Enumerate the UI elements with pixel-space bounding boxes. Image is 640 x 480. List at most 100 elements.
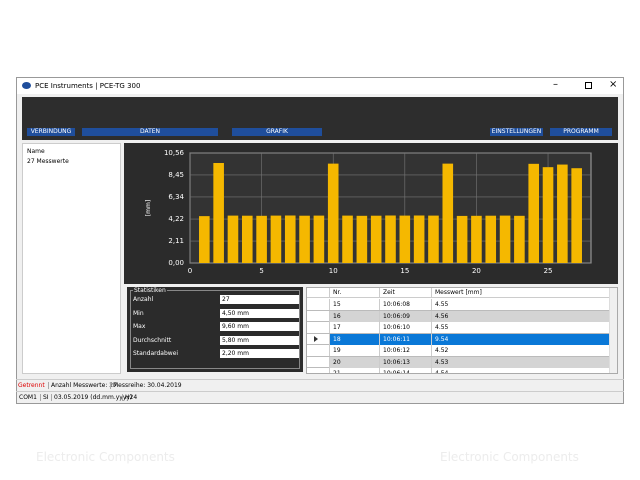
column-header[interactable]: Nr.	[329, 288, 379, 298]
sidebar: Name 27 Messwerte	[22, 143, 121, 374]
table-row[interactable]: 18 10:06:11 9.54	[307, 333, 609, 345]
bar	[442, 163, 454, 263]
bar	[313, 215, 325, 263]
table-cell: 9.54	[431, 333, 609, 345]
bar	[557, 164, 568, 263]
table-cell: 4.52	[431, 345, 609, 356]
column-header[interactable]: Zeit	[379, 288, 431, 298]
stat-value: 4,50 mm	[220, 308, 299, 318]
stat-value: 9,60 mm	[220, 322, 299, 331]
table-row[interactable]: 19 10:06:12 4.52	[307, 345, 609, 357]
stat-label: Anzahl	[133, 296, 154, 303]
data-table: Nr. Zeit Messwert [mm] 15 10:06:08 4.55 16 10:0…	[306, 287, 618, 374]
table-cell: 19	[329, 345, 379, 356]
connection-status: Getrennt	[18, 382, 45, 389]
maximize-button[interactable]	[585, 82, 592, 89]
table-cell: 4.56	[431, 310, 609, 322]
x-tick-label: 10	[329, 267, 338, 275]
table-header: Nr. Zeit Messwert [mm]	[307, 288, 609, 298]
bar	[399, 215, 411, 263]
bar	[385, 215, 396, 263]
series-status: Messreihe: 30.04.2019	[110, 382, 182, 389]
table-row[interactable]: 15 10:06:08 4.55	[307, 299, 609, 311]
bar	[213, 163, 224, 263]
table-row[interactable]: 17 10:06:10 4.55	[307, 322, 609, 334]
table-cell: 4.54	[431, 368, 609, 373]
sidebar-item[interactable]: 27 Messwerte	[27, 158, 69, 165]
bar	[370, 215, 382, 263]
table-cell: 4.55	[431, 322, 609, 333]
date-status: 03.05.2019 (dd.mm.yyyy)	[51, 394, 132, 401]
group-label: DATEN	[82, 128, 218, 136]
table-cell: 10:06:14	[379, 368, 431, 373]
table-cell: 10:06:13	[379, 356, 431, 368]
minimize-button[interactable]: –	[553, 79, 558, 90]
table-cell: 21	[329, 368, 379, 373]
table-cell: 15	[329, 299, 379, 310]
x-tick-label: 5	[259, 267, 263, 275]
y-tick-label: 2,11	[168, 237, 184, 245]
table-cell: 10:06:08	[379, 299, 431, 310]
row-indicator	[314, 335, 318, 342]
table-cell: 10:06:10	[379, 322, 431, 333]
port-status: COM1	[19, 394, 37, 401]
unit-status: SI	[40, 394, 49, 401]
stat-label: Min	[133, 309, 144, 317]
x-tick-label: 15	[400, 267, 409, 275]
bar	[456, 215, 468, 263]
table-cell: 4.55	[431, 299, 609, 310]
table-cell: 20	[329, 356, 379, 368]
window-title: PCE Instruments | PCE-TG 300	[35, 82, 141, 90]
y-axis-label: [mm]	[145, 200, 152, 216]
bar	[356, 215, 368, 263]
bar	[241, 215, 253, 263]
bar	[227, 215, 239, 263]
close-button[interactable]: ×	[609, 79, 618, 90]
stat-label: Durchschnitt	[133, 336, 172, 344]
bar	[485, 215, 497, 263]
x-tick-label: 0	[188, 267, 192, 275]
sidebar-header: Name	[27, 148, 45, 155]
bar	[499, 215, 511, 263]
statistics-title: Statistiken	[133, 287, 167, 294]
statistics-frame	[130, 290, 300, 369]
count-status: Anzahl Messwerte: 27	[48, 382, 117, 389]
bar	[284, 215, 296, 263]
bar	[199, 216, 210, 263]
y-tick-label: 4,22	[168, 215, 184, 223]
x-tick-label: 25	[544, 267, 553, 275]
statistics-panel: Statistiken Anzahl 27 Min 4,50 mm Max 9,60 mm…	[127, 287, 303, 372]
y-tick-label: 6,34	[168, 193, 184, 201]
column-header[interactable]: Messwert [mm]	[431, 288, 609, 298]
bar	[571, 168, 582, 263]
table-cell: 18	[329, 333, 379, 345]
stat-value: 2,20 mm	[220, 349, 299, 358]
table-row[interactable]: 16 10:06:09 4.56	[307, 310, 609, 322]
table-row[interactable]: 21 10:06:14 4.54	[307, 368, 609, 373]
y-tick-label: 10,56	[164, 149, 185, 157]
chart: [mm] 0,00 2,11 4,22 6,34 8,45 10,56 0 5 10 15 20 25	[124, 143, 618, 284]
group-label: GRAFIK	[232, 128, 322, 136]
watermark: Electronic Components	[36, 450, 175, 464]
bar	[342, 215, 353, 263]
bar	[428, 215, 439, 263]
scrollbar[interactable]	[609, 288, 617, 373]
stat-value: 27	[220, 295, 299, 304]
y-tick-label: 0,00	[168, 259, 184, 267]
group-label: EINSTELLUNGEN	[490, 128, 543, 136]
table-cell: 16	[329, 310, 379, 322]
bar	[256, 215, 267, 263]
table-cell: 10:06:09	[379, 310, 431, 322]
table-cell: 10:06:12	[379, 345, 431, 356]
table-cell: 17	[329, 322, 379, 333]
status-bar: Getrennt Anzahl Messwerte: 27 Messreihe:…	[16, 379, 624, 391]
bar	[327, 163, 339, 263]
table-cell: 4.53	[431, 356, 609, 368]
bar	[542, 167, 554, 263]
table-cell: 10:06:11	[379, 333, 431, 345]
bar	[413, 215, 425, 263]
app-icon	[22, 82, 31, 89]
table-row[interactable]: 20 10:06:13 4.53	[307, 356, 609, 368]
bar	[299, 215, 310, 263]
title-bar: PCE Instruments | PCE-TG 300 – ×	[17, 78, 623, 94]
